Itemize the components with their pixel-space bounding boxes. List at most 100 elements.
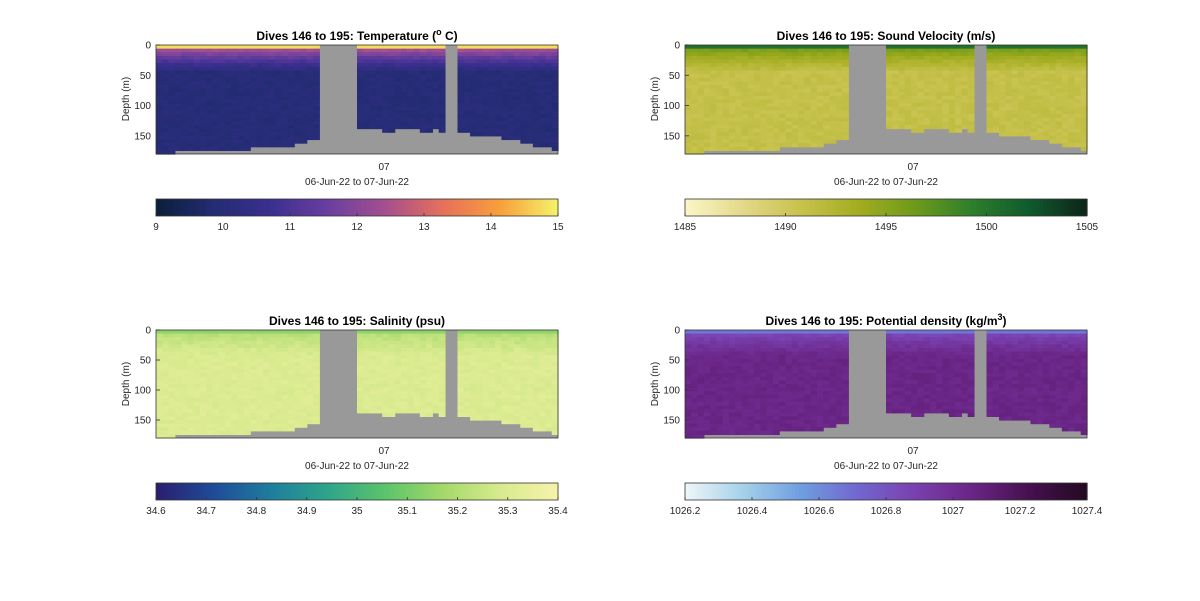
heatmap-cell bbox=[514, 351, 521, 356]
heatmap-cell bbox=[313, 412, 320, 417]
colorbar-swatch bbox=[293, 483, 298, 500]
heatmap-cell bbox=[313, 358, 320, 363]
heatmap-cell bbox=[551, 146, 559, 151]
heatmap-cell bbox=[1068, 139, 1076, 144]
heatmap-cell bbox=[181, 110, 189, 115]
heatmap-cell bbox=[735, 48, 743, 53]
heatmap-cell bbox=[716, 74, 724, 79]
heatmap-cell bbox=[168, 362, 176, 367]
heatmap-cell bbox=[476, 103, 484, 108]
heatmap-cell bbox=[225, 412, 232, 417]
heatmap-cell bbox=[551, 55, 559, 61]
heatmap-cell bbox=[495, 55, 503, 61]
colorbar-swatch bbox=[685, 199, 689, 216]
heatmap-cell bbox=[760, 52, 768, 57]
heatmap-cell bbox=[212, 330, 220, 335]
heatmap-cell bbox=[419, 66, 427, 72]
heatmap-cell bbox=[168, 55, 176, 61]
heatmap-cell bbox=[181, 416, 189, 421]
heatmap-cell bbox=[741, 55, 749, 61]
heatmap-cell bbox=[294, 121, 302, 126]
heatmap-cell bbox=[754, 74, 761, 79]
heatmap-cell bbox=[514, 384, 521, 389]
heatmap-cell bbox=[539, 74, 547, 79]
heatmap-cell bbox=[394, 110, 402, 115]
heatmap-cell bbox=[501, 70, 509, 75]
heatmap-cell bbox=[218, 362, 226, 367]
heatmap-cell bbox=[495, 358, 503, 363]
heatmap-cell bbox=[275, 387, 283, 392]
heatmap-cell bbox=[691, 95, 699, 101]
heatmap-cell bbox=[187, 416, 195, 421]
heatmap-cell bbox=[300, 330, 308, 335]
heatmap-cell bbox=[174, 114, 182, 119]
heatmap-cell bbox=[438, 117, 446, 122]
colorbar-tick-label: 15 bbox=[552, 222, 564, 233]
heatmap-cell bbox=[400, 351, 408, 356]
heatmap-cell bbox=[936, 110, 944, 115]
heatmap-cell bbox=[432, 95, 440, 101]
heatmap-cell bbox=[363, 45, 371, 50]
heatmap-cell bbox=[482, 337, 490, 342]
heatmap-cell bbox=[1055, 84, 1063, 90]
heatmap-cell bbox=[281, 348, 289, 353]
heatmap-cell bbox=[432, 52, 440, 57]
heatmap-cell bbox=[482, 45, 490, 50]
heatmap-cell bbox=[357, 380, 364, 385]
heatmap-cell bbox=[181, 369, 189, 374]
heatmap-cell bbox=[394, 373, 402, 378]
heatmap-cell bbox=[760, 117, 768, 122]
heatmap-cell bbox=[168, 412, 176, 417]
heatmap-cell bbox=[181, 84, 189, 90]
heatmap-cell bbox=[1080, 117, 1088, 122]
heatmap-cell bbox=[1068, 124, 1076, 130]
heatmap-cell bbox=[929, 63, 937, 68]
heatmap-cell bbox=[237, 63, 245, 68]
colorbar-swatch bbox=[457, 199, 462, 216]
heatmap-cell bbox=[507, 110, 515, 115]
heatmap-cell bbox=[388, 330, 396, 335]
heatmap-cell bbox=[413, 106, 421, 111]
heatmap-cell bbox=[992, 99, 1000, 104]
colorbar-swatch bbox=[172, 199, 177, 216]
heatmap-cell bbox=[747, 77, 755, 82]
heatmap-cell bbox=[691, 121, 699, 126]
heatmap-cell bbox=[281, 366, 289, 371]
heatmap-cell bbox=[300, 103, 308, 108]
heatmap-cell bbox=[162, 384, 170, 389]
heatmap-cell bbox=[798, 48, 805, 53]
colorbar-swatch bbox=[467, 199, 472, 216]
colorbar-sound-velocity bbox=[684, 198, 1088, 217]
heatmap-salinity bbox=[156, 330, 559, 439]
heatmap-cell bbox=[262, 344, 270, 349]
heatmap-cell bbox=[1024, 106, 1032, 111]
heatmap-cell bbox=[482, 373, 490, 378]
heatmap-cell bbox=[810, 95, 818, 101]
heatmap-cell bbox=[300, 139, 308, 144]
heatmap-cell bbox=[911, 114, 919, 119]
colorbar-swatch bbox=[239, 483, 244, 500]
plot-frame bbox=[155, 329, 559, 439]
heatmap-cell bbox=[532, 139, 540, 144]
heatmap-cell bbox=[710, 59, 718, 64]
heatmap-cell bbox=[256, 59, 264, 64]
heatmap-cell bbox=[300, 114, 308, 119]
heatmap-cell bbox=[206, 59, 214, 64]
heatmap-cell bbox=[810, 143, 818, 148]
heatmap-cell bbox=[710, 55, 718, 61]
heatmap-cell bbox=[967, 70, 975, 75]
heatmap-cell bbox=[470, 362, 477, 367]
heatmap-cell bbox=[482, 412, 490, 417]
heatmap-cell bbox=[766, 146, 774, 151]
heatmap-cell bbox=[1068, 45, 1076, 50]
heatmap-cell bbox=[1024, 48, 1032, 53]
heatmap-cell bbox=[1074, 81, 1082, 86]
colorbar-swatch bbox=[256, 199, 261, 216]
colorbar-swatch bbox=[316, 483, 321, 500]
colorbar-swatch bbox=[879, 199, 884, 216]
heatmap-cell bbox=[482, 63, 490, 68]
heatmap-cell bbox=[495, 333, 503, 338]
heatmap-cell bbox=[779, 77, 787, 82]
colorbar-swatch bbox=[1033, 199, 1038, 216]
heatmap-cell bbox=[691, 330, 699, 335]
